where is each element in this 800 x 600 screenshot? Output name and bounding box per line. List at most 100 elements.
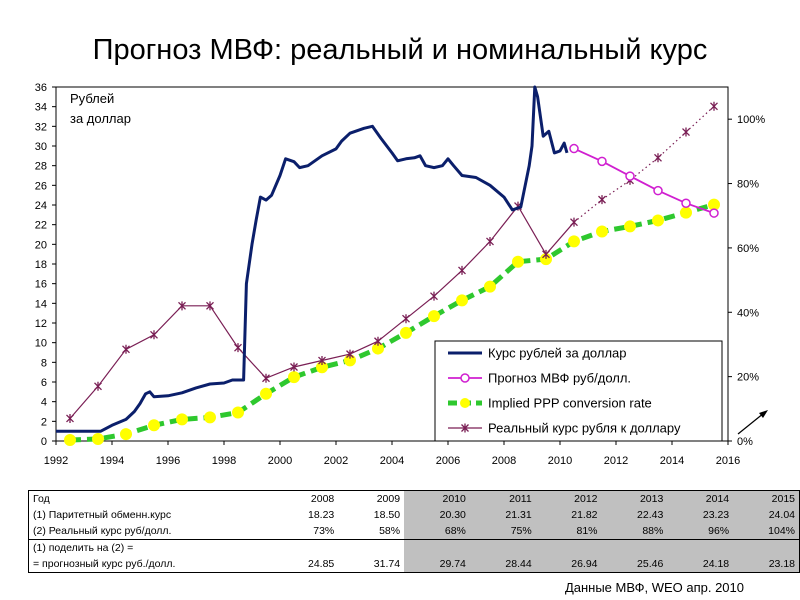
x-tick-label: 2008 <box>492 455 516 467</box>
table-cell: 68% <box>404 523 470 540</box>
table-cell: 73% <box>272 523 339 540</box>
table-cell: 26.94 <box>535 556 602 573</box>
table-cell: 23.23 <box>667 507 734 523</box>
series-ppp-point <box>484 280 496 293</box>
legend-swatch-marker <box>461 423 469 433</box>
x-tick-label: 2012 <box>604 455 628 467</box>
table-row-label: (1) поделить на (2) = <box>28 539 273 556</box>
y2-tick-label: 20% <box>737 372 759 384</box>
series-ppp-point <box>92 433 104 446</box>
table-header-cell: 2015 <box>733 490 800 507</box>
table-cell: 18.23 <box>307 509 335 521</box>
x-tick-label: 1992 <box>44 455 68 467</box>
y-tick-label: 26 <box>35 180 47 192</box>
series-real-rate-point <box>402 314 410 324</box>
series-real-rate-point <box>122 344 130 354</box>
legend-item: Курс рублей за доллар <box>448 346 627 361</box>
table-cell: 28.44 <box>469 556 536 573</box>
x-tick-label: 1998 <box>212 455 236 467</box>
series-real-rate-point <box>66 413 74 423</box>
legend-label: Implied PPP conversion rate <box>488 396 652 411</box>
series-imf-forecast-point <box>625 171 635 181</box>
series-real-rate-point <box>94 381 102 391</box>
series-ppp-point <box>148 419 160 432</box>
x-tick-label: 2010 <box>548 455 572 467</box>
y2-tick-label: 100% <box>737 114 765 126</box>
source-note: Данные МВФ, WEO апр. 2010 <box>564 580 744 595</box>
table-row-label: (1) Паритетный обменн.курс <box>28 507 273 523</box>
series-real-rate-point <box>178 301 186 311</box>
table-cell: 25.46 <box>601 556 668 573</box>
series-imf-forecast-line <box>573 147 715 214</box>
table-cell <box>404 539 470 556</box>
series-nominal-rate-line <box>56 85 569 433</box>
y2-tick-label: 40% <box>737 307 759 319</box>
table-cell: 22.43 <box>601 507 668 523</box>
series-imf-forecast-point <box>681 198 691 208</box>
series-ppp-point <box>64 434 76 447</box>
table-cell: 21.31 <box>469 507 536 523</box>
series-ppp-point <box>176 413 188 426</box>
y-tick-label: 6 <box>41 377 47 389</box>
table-cell: 58% <box>338 523 405 540</box>
y-tick-label: 30 <box>35 141 47 153</box>
table-cell: 18.50 <box>373 509 401 521</box>
table-row: (2) Реальный курс руб/долл. 73% 58% 68% … <box>28 523 800 540</box>
legend-item: Реальный курс рубля к доллару <box>448 421 681 436</box>
series-real-rate-point <box>206 301 214 311</box>
series-real-rate <box>66 101 718 423</box>
table-header-cell: 2008 <box>272 490 339 507</box>
legend-item: Implied PPP conversion rate <box>448 396 652 411</box>
table-cell: 81% <box>535 523 602 540</box>
legend-label: Прогноз МВФ руб/долл. <box>488 371 631 386</box>
legend-label: Курс рублей за доллар <box>488 346 627 361</box>
y-tick-label: 16 <box>35 279 47 291</box>
y2-tick-label: 80% <box>737 179 759 191</box>
table-cell <box>667 539 734 556</box>
table-cell: 20.30 <box>404 507 470 523</box>
y-tick-label: 28 <box>35 161 47 173</box>
series-real-rate-point <box>458 265 466 275</box>
y-tick-label: 24 <box>35 200 47 212</box>
series-ppp-point <box>260 387 272 400</box>
series-ppp-point <box>288 371 300 384</box>
y-tick-label: 34 <box>35 102 47 114</box>
series-ppp-point <box>456 294 468 307</box>
y-tick-label: 36 <box>35 82 47 94</box>
series-ppp-point <box>652 214 664 227</box>
table-cell: 96% <box>667 523 734 540</box>
legend-item: Прогноз МВФ руб/долл. <box>448 371 631 386</box>
series-real-rate-point <box>374 336 382 346</box>
series-real-rate-point <box>262 373 270 383</box>
series-real-rate-point <box>290 362 298 372</box>
series-ppp-point <box>512 255 524 268</box>
table-header-cell: 2014 <box>667 490 734 507</box>
table-cell: 23.18 <box>733 556 800 573</box>
x-tick-label: 2014 <box>660 455 684 467</box>
y-tick-label: 2 <box>41 416 47 428</box>
series-real-rate-point <box>710 101 718 111</box>
series-imf-forecast-point <box>709 208 719 218</box>
x-tick-label: 1994 <box>100 455 124 467</box>
table-row: (1) Паритетный обменн.курс 18.23 18.50 2… <box>28 507 800 523</box>
legend-box <box>434 340 723 442</box>
y-tick-label: 18 <box>35 259 47 271</box>
table-cell: 104% <box>733 523 800 540</box>
y-tick-label: 22 <box>35 220 47 232</box>
table-cell <box>601 539 668 556</box>
y-tick-label: 14 <box>35 298 47 310</box>
series-real-rate-point <box>598 195 606 205</box>
table-header-cell: 2011 <box>469 490 536 507</box>
table-cell <box>469 539 536 556</box>
table-row: = прогнозный курс руб./долл. 24.85 31.74… <box>28 556 800 573</box>
legend-label: Реальный курс рубля к доллару <box>488 421 681 436</box>
table-header-label: Год <box>28 490 273 507</box>
series-imf-forecast-point <box>569 143 579 154</box>
series-real-rate-point <box>150 330 158 340</box>
y-tick-label: 8 <box>41 357 47 369</box>
table-header-cell: 2013 <box>601 490 668 507</box>
series-ppp-point <box>400 326 412 339</box>
table-cell: 31.74 <box>338 556 405 573</box>
series-imf-forecast <box>569 143 719 218</box>
series-layer <box>56 85 720 447</box>
